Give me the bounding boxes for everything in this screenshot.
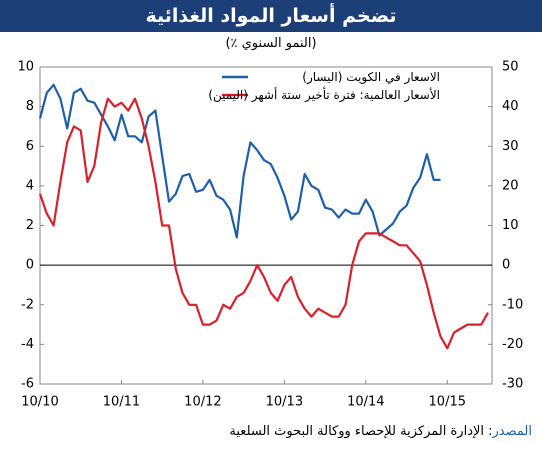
y-tick-label: 6 [26, 139, 34, 154]
y-tick-label: 4 [26, 178, 34, 193]
series-line [38, 83, 441, 239]
y-tick-label: 8 [26, 99, 34, 114]
x-tick-label: 10/15 [429, 395, 466, 410]
y2-tick-label: -10 [502, 297, 523, 312]
source-text: : الإدارة المركزية للإحصاء ووكالة البحوث… [229, 424, 493, 439]
y2-tick-label: 20 [502, 178, 519, 193]
y2-tick-label: -20 [502, 337, 523, 352]
y2-tick-label: 10 [502, 218, 519, 233]
y-tick-label: -2 [21, 297, 34, 312]
x-tick-label: 10/11 [103, 395, 140, 410]
y2-tick-label: 50 [502, 60, 519, 75]
y-tick-label: 2 [26, 218, 34, 233]
legend-label: الاسعار في الكويت (اليسار) [302, 70, 440, 84]
y2-tick-label: 0 [502, 258, 510, 273]
plot-frame [39, 66, 493, 385]
y-tick-label: -4 [21, 337, 34, 352]
source-label: المصدر [492, 424, 532, 439]
y-tick-label: 0 [26, 258, 34, 273]
x-tick-label: 10/14 [347, 395, 384, 410]
source: المصدر: الإدارة المركزية للإحصاء ووكالة … [229, 424, 532, 439]
y2-tick-label: -30 [502, 377, 523, 392]
chart-title: تضخم أسعار المواد الغذائية [0, 0, 542, 32]
y-tick-label: -6 [21, 377, 34, 392]
chart-subtitle: (النمو السنوي ٪) [225, 36, 317, 51]
legend-label: الأسعار العالمية: فترة تأخير ستة أشهر (ا… [208, 88, 440, 102]
x-tick-label: 10/12 [184, 395, 221, 410]
y-tick-label: 10 [17, 60, 34, 75]
x-tick-label: 10/10 [21, 395, 58, 410]
series-line [38, 97, 489, 350]
y2-tick-label: 40 [502, 99, 519, 114]
x-tick-label: 10/13 [266, 395, 303, 410]
y2-tick-label: 30 [502, 139, 519, 154]
